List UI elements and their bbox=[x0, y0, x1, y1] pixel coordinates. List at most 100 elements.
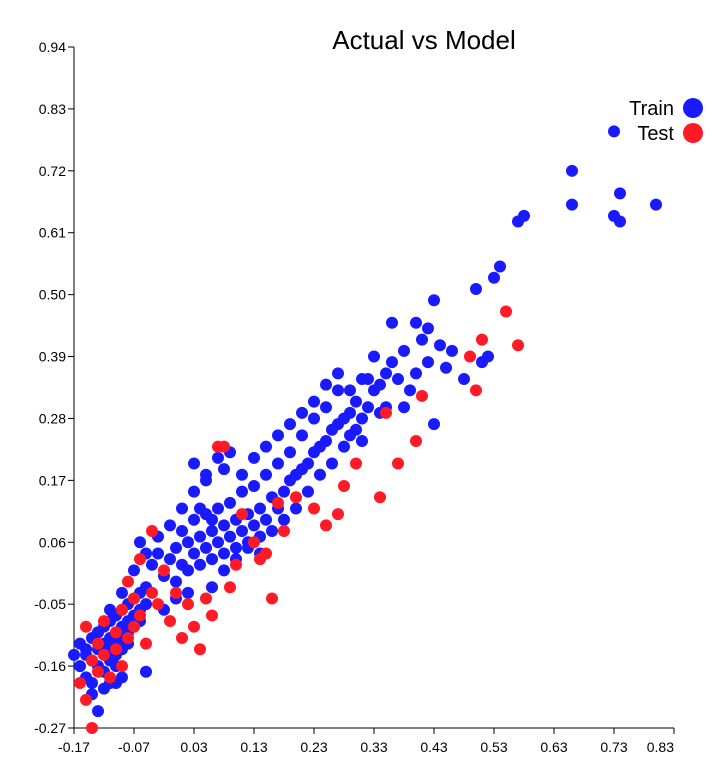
y-tick-label: -0.05 bbox=[34, 596, 66, 612]
legend-marker-test bbox=[683, 123, 703, 143]
test-point bbox=[110, 626, 122, 639]
train-point bbox=[362, 401, 374, 414]
test-points bbox=[74, 305, 524, 734]
train-point bbox=[254, 502, 266, 515]
test-point bbox=[350, 457, 362, 470]
train-point bbox=[422, 356, 434, 369]
test-point bbox=[182, 598, 194, 611]
x-tick-label: 0.03 bbox=[180, 739, 207, 755]
test-point bbox=[200, 592, 212, 605]
train-point bbox=[98, 682, 110, 695]
train-point bbox=[278, 485, 290, 498]
x-tick-label: -0.17 bbox=[58, 739, 90, 755]
train-point bbox=[200, 468, 212, 481]
train-point bbox=[206, 513, 218, 526]
train-point bbox=[170, 541, 182, 554]
train-point bbox=[236, 468, 248, 481]
test-point bbox=[206, 609, 218, 622]
train-point bbox=[164, 519, 176, 532]
test-point bbox=[146, 586, 158, 599]
test-point bbox=[122, 631, 134, 644]
train-point bbox=[248, 519, 260, 532]
train-point bbox=[386, 316, 398, 329]
train-point bbox=[320, 434, 332, 447]
test-point bbox=[236, 508, 248, 521]
train-point bbox=[440, 361, 452, 374]
y-tick-label: -0.27 bbox=[34, 720, 66, 736]
test-point bbox=[158, 564, 170, 577]
train-point bbox=[518, 209, 530, 222]
train-point bbox=[140, 598, 152, 611]
train-point bbox=[290, 502, 302, 515]
train-point bbox=[392, 373, 404, 386]
train-point bbox=[308, 412, 320, 425]
train-point bbox=[140, 665, 152, 678]
train-point bbox=[170, 575, 182, 588]
train-point bbox=[260, 468, 272, 481]
x-tick-label: 0.23 bbox=[300, 739, 327, 755]
train-point bbox=[308, 395, 320, 408]
test-point bbox=[164, 615, 176, 628]
test-point bbox=[92, 665, 104, 678]
train-point bbox=[218, 547, 230, 560]
train-point bbox=[284, 418, 296, 431]
train-point bbox=[68, 648, 80, 661]
test-point bbox=[416, 389, 428, 402]
train-point bbox=[278, 513, 290, 526]
train-point bbox=[272, 457, 284, 470]
train-point bbox=[200, 541, 212, 554]
y-tick-label: 0.17 bbox=[39, 472, 66, 488]
test-point bbox=[128, 620, 140, 633]
train-point bbox=[608, 125, 620, 138]
train-point bbox=[224, 496, 236, 509]
train-point bbox=[212, 502, 224, 515]
test-point bbox=[266, 592, 278, 605]
legend-label-test: Test bbox=[637, 123, 674, 145]
train-point bbox=[338, 440, 350, 453]
x-tick-label: 0.33 bbox=[360, 739, 387, 755]
train-point bbox=[320, 401, 332, 414]
x-tick-label: 0.73 bbox=[600, 739, 627, 755]
train-point bbox=[488, 271, 500, 284]
test-point bbox=[134, 609, 146, 622]
test-point bbox=[98, 615, 110, 628]
train-point bbox=[212, 536, 224, 549]
train-point bbox=[218, 463, 230, 476]
x-axis: -0.17 -0.07 0.03 0.13 0.23 0.33 0.43 0.53 0.63 0.… bbox=[58, 727, 675, 755]
train-point bbox=[284, 446, 296, 459]
train-point bbox=[386, 356, 398, 369]
test-point bbox=[146, 525, 158, 538]
test-point bbox=[512, 339, 524, 352]
test-point bbox=[80, 620, 92, 633]
train-point bbox=[182, 564, 194, 577]
train-point bbox=[356, 373, 368, 386]
train-point bbox=[380, 367, 392, 380]
test-point bbox=[380, 406, 392, 419]
train-point bbox=[128, 564, 140, 577]
test-point bbox=[248, 536, 260, 549]
train-point bbox=[212, 451, 224, 464]
train-point bbox=[236, 485, 248, 498]
train-point bbox=[458, 373, 470, 386]
train-point bbox=[302, 485, 314, 498]
test-point bbox=[98, 648, 110, 661]
train-point bbox=[260, 440, 272, 453]
y-tick-label: 0.28 bbox=[39, 410, 66, 426]
train-point bbox=[314, 468, 326, 481]
train-point bbox=[104, 603, 116, 616]
test-point bbox=[122, 575, 134, 588]
train-point bbox=[218, 564, 230, 577]
x-tick-label: 0.13 bbox=[240, 739, 267, 755]
train-point bbox=[374, 378, 386, 391]
train-point bbox=[194, 530, 206, 543]
train-point bbox=[152, 547, 164, 560]
train-point bbox=[368, 350, 380, 363]
train-point bbox=[434, 339, 446, 352]
x-tick-label: -0.07 bbox=[118, 739, 150, 755]
train-point bbox=[176, 502, 188, 515]
train-point bbox=[92, 705, 104, 718]
test-point bbox=[272, 496, 284, 509]
test-point bbox=[374, 491, 386, 504]
train-point bbox=[410, 367, 422, 380]
